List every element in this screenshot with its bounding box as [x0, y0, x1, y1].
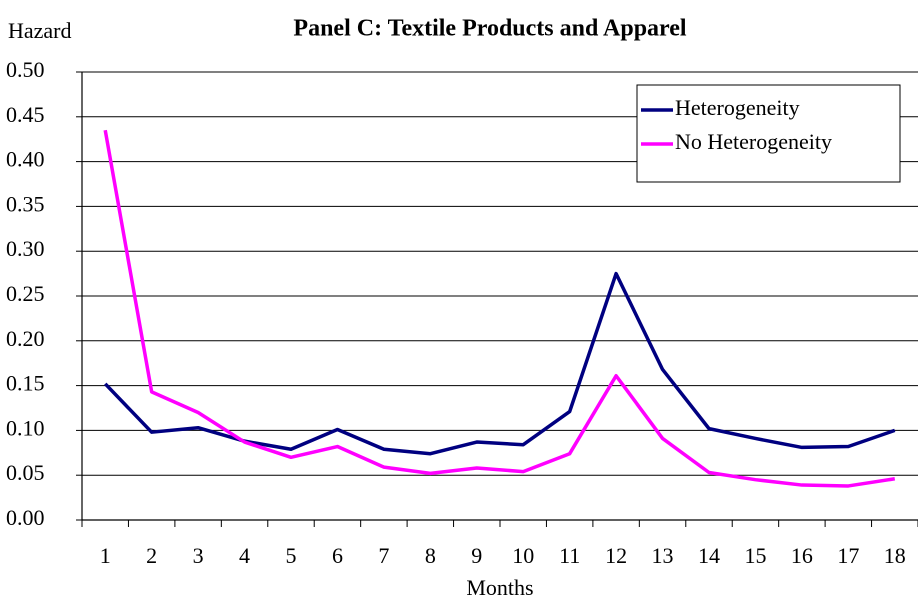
- chart-title: Panel C: Textile Products and Apparel: [293, 16, 686, 42]
- legend-box: [636, 84, 901, 183]
- legend: Heterogeneity No Heterogeneity: [636, 84, 901, 183]
- x-tick-label: 11: [559, 543, 580, 568]
- x-tick-label: 2: [146, 543, 157, 568]
- x-tick-label: 13: [652, 543, 674, 568]
- y-tick-label: 0.05: [6, 460, 45, 485]
- x-tick-label: 1: [100, 543, 111, 568]
- x-tick-label: 7: [378, 543, 389, 568]
- x-tick-label: 18: [884, 543, 906, 568]
- x-tick-label: 8: [425, 543, 436, 568]
- x-tick-label: 15: [744, 543, 766, 568]
- x-tick-label: 4: [239, 543, 250, 568]
- y-tick-label: 0.50: [6, 57, 45, 82]
- data-line: [103, 129, 896, 488]
- x-tick-label: 3: [193, 543, 204, 568]
- y-tick-label: 0.35: [6, 191, 45, 216]
- x-tick-label: 12: [605, 543, 627, 568]
- y-tick-label: 0.20: [6, 326, 45, 351]
- y-tick-label: 0.15: [6, 371, 45, 396]
- y-tick-label: 0.30: [6, 236, 45, 261]
- y-tick-label: 0.00: [6, 505, 45, 530]
- y-tick-label: 0.10: [6, 415, 45, 440]
- x-tick-label: 16: [791, 543, 813, 568]
- x-tick-label: 17: [837, 543, 859, 568]
- x-tick-label: 14: [698, 543, 720, 568]
- x-axis-label: Months: [466, 575, 533, 600]
- y-tick-label: 0.25: [6, 281, 45, 306]
- x-tick-label: 5: [286, 543, 297, 568]
- legend-label: No Heterogeneity: [675, 129, 832, 154]
- y-tick-label: 0.45: [6, 102, 45, 127]
- y-axis-label: Hazard: [8, 18, 72, 43]
- x-tick-label: 9: [471, 543, 482, 568]
- y-tick-label: 0.40: [6, 147, 45, 172]
- legend-label: Heterogeneity: [675, 95, 800, 120]
- x-tick-label: 6: [332, 543, 343, 568]
- x-tick-label: 10: [512, 543, 534, 568]
